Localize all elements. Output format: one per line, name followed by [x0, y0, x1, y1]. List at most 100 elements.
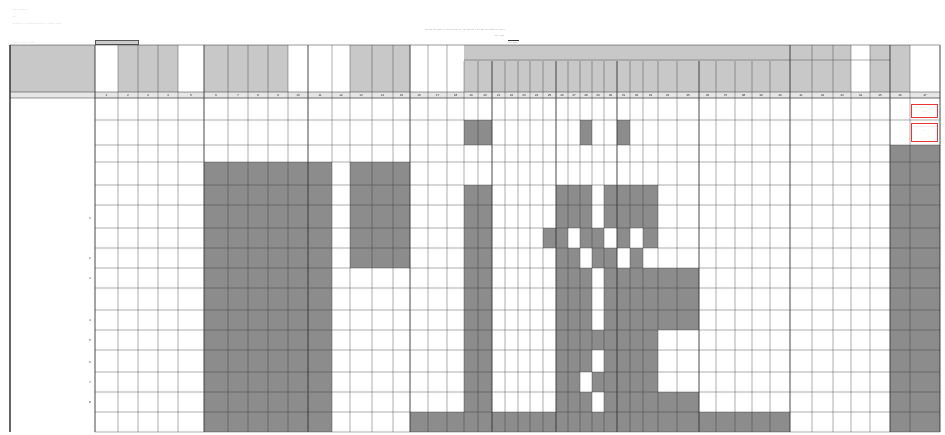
shaded-cell [617, 330, 630, 350]
row-number: 2 [89, 256, 91, 260]
form-subtitle-2: ········· [508, 40, 519, 45]
header-group-cell [350, 45, 410, 92]
shaded-cell [617, 205, 630, 228]
column-number: 31 [622, 93, 626, 97]
shaded-cell [643, 330, 658, 350]
column-number: 16 [417, 93, 421, 97]
field-input[interactable] [95, 40, 139, 45]
shaded-cell [464, 310, 478, 330]
shaded-cell [556, 310, 568, 330]
shaded-cell [677, 392, 699, 412]
shaded-cell [568, 205, 580, 228]
column-number: 29 [596, 93, 600, 97]
shaded-cell [643, 228, 658, 248]
shaded-cell [592, 372, 604, 392]
shaded-cell [630, 330, 643, 350]
column-number: 43 [840, 93, 844, 97]
column-number: 40 [778, 93, 782, 97]
row-number: 3 [89, 276, 91, 280]
shaded-cell [604, 350, 617, 372]
column-number: 35 [686, 93, 690, 97]
shaded-cell [580, 185, 592, 205]
shaded-cell [630, 392, 643, 412]
shaded-cell [478, 372, 492, 392]
column-number: 9 [277, 93, 279, 97]
shaded-cell [658, 392, 677, 412]
row-number: 4 [89, 318, 91, 322]
column-number: 10 [296, 93, 300, 97]
shaded-cell [556, 330, 568, 350]
shaded-cell [658, 310, 677, 330]
column-number: 39 [759, 93, 763, 97]
row-header-cell [10, 45, 95, 92]
shaded-cell [604, 412, 617, 432]
column-number: 15 [400, 93, 404, 97]
shaded-cell [643, 268, 658, 288]
shaded-cell [556, 412, 568, 432]
shaded-cell [643, 310, 658, 330]
shaded-cell [658, 412, 677, 432]
shaded-cell [643, 185, 658, 205]
column-number: 34 [666, 93, 670, 97]
column-number: 37 [724, 93, 728, 97]
note-box: ····· ········ ··· ······ ··· [911, 104, 938, 118]
shaded-cell [568, 268, 580, 288]
shaded-cell [568, 392, 580, 412]
shaded-cell [478, 350, 492, 372]
column-number: 2 [127, 93, 129, 97]
column-number: 13 [359, 93, 363, 97]
column-number: 26 [560, 93, 564, 97]
form-subtitle: ··· ···· [495, 34, 505, 38]
shaded-cell [530, 412, 543, 432]
shaded-cell [604, 248, 617, 268]
column-number: 30 [609, 93, 613, 97]
shaded-cell [518, 412, 530, 432]
shaded-cell [592, 228, 604, 248]
shaded-cell [604, 288, 617, 310]
shaded-cell [556, 268, 568, 288]
field-label: ······· ········ ···· : [12, 40, 35, 44]
column-number: 1 [106, 93, 108, 97]
row-number: 8 [89, 400, 91, 404]
shaded-cell [630, 185, 643, 205]
shaded-cell [464, 288, 478, 310]
column-number-row [10, 92, 940, 98]
column-number: 45 [878, 93, 882, 97]
shaded-cell [580, 350, 592, 372]
shaded-cell [604, 372, 617, 392]
shaded-cell [604, 185, 617, 205]
shaded-cell [592, 412, 604, 432]
shaded-block [890, 145, 940, 432]
shaded-cell [464, 350, 478, 372]
shaded-cell [428, 412, 447, 432]
header-group-cell [204, 45, 288, 92]
shaded-cell [677, 310, 699, 330]
header-group-cell [118, 45, 178, 92]
shaded-cell [617, 350, 630, 372]
shaded-cell [580, 288, 592, 310]
column-number: 36 [706, 93, 710, 97]
shaded-cell [543, 412, 556, 432]
shaded-cell [447, 412, 464, 432]
column-number: 25 [548, 93, 552, 97]
row-label-column [10, 98, 95, 432]
shaded-cell [556, 185, 568, 205]
header-line-1: ····· ········ · [12, 7, 28, 11]
shaded-cell [556, 288, 568, 310]
shaded-cell [464, 228, 478, 248]
shaded-cell [568, 185, 580, 205]
column-number: 41 [799, 93, 803, 97]
shaded-cell [464, 392, 478, 412]
column-number: 5 [190, 93, 192, 97]
shaded-cell [568, 330, 580, 350]
shaded-cell [580, 120, 592, 145]
shaded-cell [543, 228, 556, 248]
row-number: 6 [89, 360, 91, 364]
shaded-cell [556, 205, 568, 228]
shaded-cell [580, 310, 592, 330]
shaded-cell [478, 310, 492, 330]
shaded-cell [464, 268, 478, 288]
shaded-cell [677, 268, 699, 288]
